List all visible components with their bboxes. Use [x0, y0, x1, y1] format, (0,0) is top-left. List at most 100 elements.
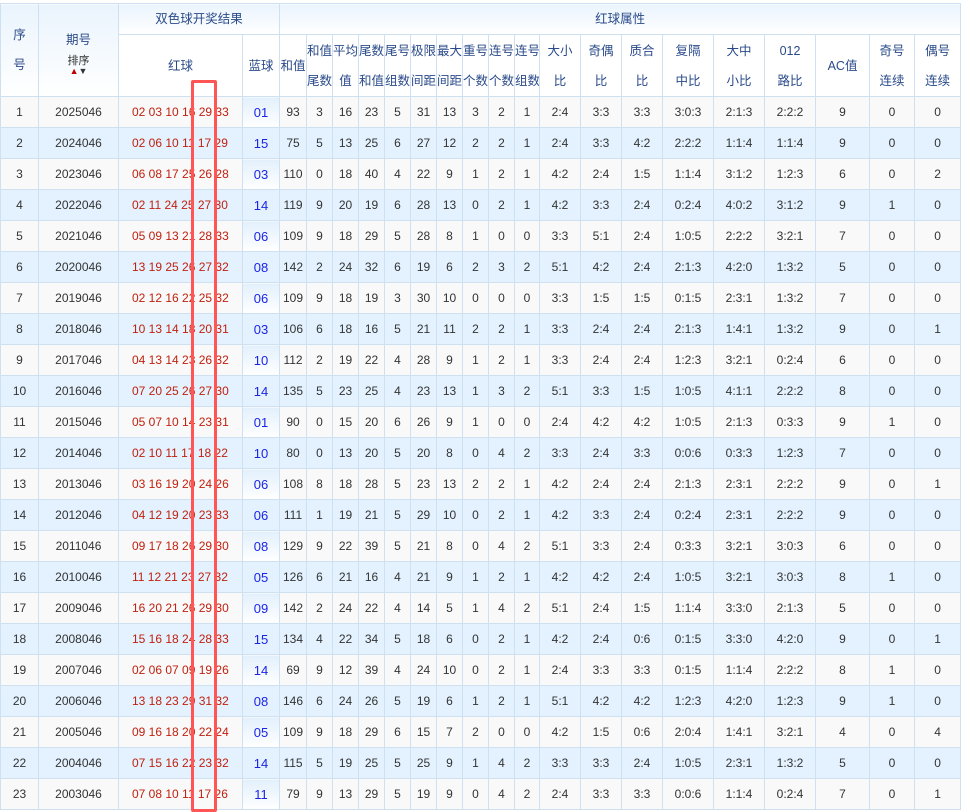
cell-prime-composite: 2:4	[621, 220, 664, 252]
cell-ac-value: 7	[815, 220, 871, 252]
cell-mod3-ratio: 2:2:2	[764, 96, 817, 128]
cell-repeat-count: 1	[462, 220, 490, 252]
cell-odd-even: 3:3	[580, 499, 623, 531]
cell-sum-tail: 9	[306, 220, 334, 252]
cell-tail-groups: 5	[384, 220, 412, 252]
cell-consec-count: 0	[488, 716, 516, 748]
header-attr: 重号 个数	[462, 34, 490, 97]
cell-consec-groups: 0	[514, 282, 541, 314]
cell-consec-count: 3	[488, 375, 516, 407]
cell-red-balls: 07 15 16 22 23 32	[118, 747, 243, 779]
header-attr-text: 大小	[547, 43, 573, 58]
cell-big-mid-small: 3:2:1	[713, 561, 766, 593]
cell-repeat-count: 0	[462, 499, 490, 531]
cell-red-balls: 15 16 18 24 28 33	[118, 623, 243, 655]
header-attr-text: 间距	[411, 73, 437, 88]
table-row: 11 2015046 05 07 10 14 23 31 01 90 0 15 20 6 26 9 1…	[0, 406, 962, 438]
cell-repeat-count: 1	[462, 406, 490, 438]
cell-ac-value: 9	[815, 499, 871, 531]
cell-consec-count: 2	[488, 561, 516, 593]
cell-consec-groups: 0	[514, 406, 541, 438]
cell-repeat-skip-mid: 0:2:4	[662, 189, 715, 221]
cell-blue-ball: 14	[241, 747, 281, 779]
cell-seq: 2	[0, 127, 39, 159]
cell-red-balls: 07 20 25 26 27 30	[118, 375, 243, 407]
cell-odd-consec: 1	[869, 189, 916, 221]
cell-max-gap: 8	[436, 530, 464, 562]
header-attr: 质合比	[621, 34, 664, 97]
cell-sum: 93	[279, 96, 308, 128]
cell-tail-groups: 6	[384, 716, 412, 748]
cell-tail-groups: 5	[384, 530, 412, 562]
cell-prime-composite: 4:2	[621, 127, 664, 159]
cell-tail-sum: 40	[358, 158, 386, 190]
table-row: 22 2004046 07 15 16 22 23 32 14 115 5 19 25 5 25 9…	[0, 747, 962, 779]
sort-asc-icon[interactable]: ▲	[69, 66, 79, 76]
cell-range: 20	[410, 437, 438, 469]
header-attr-text: 组数	[515, 73, 540, 88]
cell-ac-value: 5	[815, 747, 871, 779]
cell-repeat-count: 2	[462, 127, 490, 159]
cell-blue-ball: 14	[241, 654, 281, 686]
cell-average: 12	[332, 654, 360, 686]
cell-mod3-ratio: 3:0:3	[764, 561, 817, 593]
cell-sum: 142	[279, 251, 308, 283]
cell-repeat-count: 2	[462, 313, 490, 345]
cell-mod3-ratio: 1:3:2	[764, 251, 817, 283]
sort-control[interactable]: 排序 ▲▼	[67, 55, 90, 76]
cell-odd-consec: 0	[869, 344, 916, 376]
cell-seq: 7	[0, 282, 39, 314]
cell-consec-count: 4	[488, 778, 516, 810]
cell-sum: 75	[279, 127, 308, 159]
cell-red-balls: 02 11 24 25 27 30	[118, 189, 243, 221]
cell-odd-even: 3:3	[580, 189, 623, 221]
cell-range: 27	[410, 127, 438, 159]
cell-prime-composite: 1:5	[621, 592, 664, 624]
sort-desc-icon[interactable]: ▼	[78, 66, 88, 76]
cell-average: 18	[332, 468, 360, 500]
cell-red-balls: 11 12 21 23 27 32	[118, 561, 243, 593]
cell-consec-groups: 2	[514, 530, 541, 562]
cell-tail-groups: 4	[384, 561, 412, 593]
cell-blue-ball: 06	[241, 282, 281, 314]
cell-repeat-skip-mid: 0:0:6	[662, 778, 715, 810]
cell-tail-sum: 25	[358, 747, 386, 779]
cell-big-small: 4:2	[539, 499, 582, 531]
cell-mod3-ratio: 2:1:3	[764, 592, 817, 624]
cell-odd-even: 4:2	[580, 685, 623, 717]
cell-odd-even: 4:2	[580, 561, 623, 593]
cell-sum: 135	[279, 375, 308, 407]
cell-mod3-ratio: 3:1:2	[764, 189, 817, 221]
cell-seq: 16	[0, 561, 39, 593]
cell-mod3-ratio: 1:2:3	[764, 685, 817, 717]
cell-odd-consec: 1	[869, 406, 916, 438]
table-row: 14 2012046 04 12 19 20 23 33 06 111 1 19 21 5 29 1…	[0, 499, 962, 531]
cell-repeat-skip-mid: 2:2:2	[662, 127, 715, 159]
cell-prime-composite: 2:4	[621, 344, 664, 376]
header-attr-text: 间距	[437, 73, 463, 88]
cell-red-balls: 02 10 11 17 18 22	[118, 437, 243, 469]
cell-ac-value: 7	[815, 778, 871, 810]
cell-odd-consec: 1	[869, 561, 916, 593]
cell-odd-consec: 0	[869, 158, 916, 190]
cell-tail-sum: 28	[358, 468, 386, 500]
header-red: 红球	[118, 34, 243, 97]
cell-odd-even: 3:3	[580, 747, 623, 779]
cell-ac-value: 9	[815, 468, 871, 500]
cell-tail-groups: 6	[384, 127, 412, 159]
cell-tail-sum: 19	[358, 282, 386, 314]
cell-odd-consec: 0	[869, 747, 916, 779]
cell-sum-tail: 9	[306, 716, 334, 748]
cell-prime-composite: 0:6	[621, 623, 664, 655]
cell-sum: 146	[279, 685, 308, 717]
cell-odd-even: 4:2	[580, 406, 623, 438]
cell-odd-consec: 0	[869, 468, 916, 500]
cell-issue: 2007046	[38, 654, 119, 686]
cell-seq: 23	[0, 778, 39, 810]
cell-big-small: 3:3	[539, 437, 582, 469]
cell-max-gap: 9	[436, 747, 464, 779]
cell-odd-even: 3:3	[580, 375, 623, 407]
cell-range: 14	[410, 592, 438, 624]
cell-repeat-skip-mid: 2:1:3	[662, 251, 715, 283]
cell-ac-value: 7	[815, 282, 871, 314]
